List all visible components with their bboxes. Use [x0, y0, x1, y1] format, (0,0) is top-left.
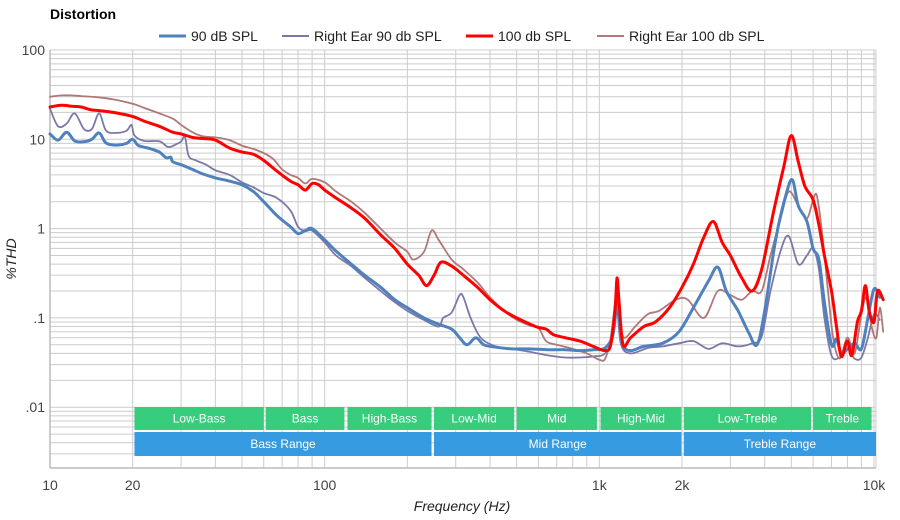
- band-label-high-mid: High-Mid: [617, 412, 665, 426]
- band-mid-range: [433, 432, 682, 456]
- x-tick-label: 10: [42, 477, 58, 493]
- legend-label: Right Ear 90 db SPL: [314, 28, 442, 44]
- x-tick-label: 2k: [675, 477, 691, 493]
- y-tick-label: .1: [33, 310, 45, 326]
- band-treble-range: [683, 432, 876, 456]
- x-tick-label: 10k: [863, 477, 887, 493]
- band-label-mid: Mid: [547, 412, 566, 426]
- legend-label: 100 db SPL: [498, 28, 571, 44]
- band-label-treble: Treble: [826, 412, 860, 426]
- band-bass: [265, 407, 345, 430]
- x-axis-title: Frequency (Hz): [414, 498, 510, 514]
- y-axis-title: %THD: [3, 238, 19, 279]
- band-label-bass: Bass: [292, 412, 319, 426]
- band-low-treble: [683, 407, 812, 430]
- series-line-right-ear-90-db-spl: [49, 107, 881, 361]
- series-line-right-ear-100-db-spl: [49, 94, 885, 362]
- y-tick-label: .01: [26, 399, 46, 415]
- y-axis-ticks: 100 10 1 .1 .01: [22, 42, 46, 415]
- band-high-mid: [600, 407, 682, 430]
- grid: [49, 49, 877, 469]
- chart-title: Distortion: [50, 6, 116, 22]
- band-label-mid-range: Mid Range: [529, 437, 587, 451]
- legend-item-90-db-spl[interactable]: 90 dB SPL: [159, 28, 258, 44]
- x-tick-label: 20: [125, 477, 141, 493]
- series-line-100-db-spl: [48, 103, 885, 359]
- band-low-bass: [134, 407, 264, 430]
- legend-item-100-db-spl[interactable]: 100 db SPL: [466, 28, 571, 44]
- x-tick-label: 1k: [592, 477, 608, 493]
- series-lines: [48, 94, 885, 362]
- x-tick-label: 100: [313, 477, 337, 493]
- frequency-bands: Low-Bass Bass High-Bass Low-Mid Mid High-Mid L…: [134, 407, 876, 456]
- band-label-low-bass: Low-Bass: [173, 412, 226, 426]
- y-tick-label: 10: [29, 131, 45, 147]
- band-mid: [516, 407, 597, 430]
- legend-item-right-ear-90-db-spl[interactable]: Right Ear 90 db SPL: [282, 28, 442, 44]
- series-line-90-db-spl: [48, 130, 882, 356]
- band-label-low-mid: Low-Mid: [451, 412, 496, 426]
- band-high-bass: [347, 407, 432, 430]
- band-low-mid: [433, 407, 515, 430]
- band-treble: [813, 407, 872, 430]
- y-tick-label: 1: [37, 221, 45, 237]
- band-label-high-bass: High-Bass: [362, 412, 417, 426]
- band-bass-range: [134, 432, 432, 456]
- legend-item-right-ear-100-db-spl[interactable]: Right Ear 100 db SPL: [597, 28, 765, 44]
- legend-label: 90 dB SPL: [191, 28, 258, 44]
- legend: 90 dB SPL Right Ear 90 db SPL 100 db SPL Ri…: [159, 28, 765, 44]
- band-label-bass-range: Bass Range: [250, 437, 316, 451]
- band-label-low-treble: Low-Treble: [718, 412, 778, 426]
- band-label-treble-range: Treble Range: [744, 437, 817, 451]
- legend-label: Right Ear 100 db SPL: [629, 28, 765, 44]
- x-axis-ticks: 10 20 100 1k 2k 10k: [42, 477, 886, 493]
- y-tick-label: 100: [22, 42, 46, 58]
